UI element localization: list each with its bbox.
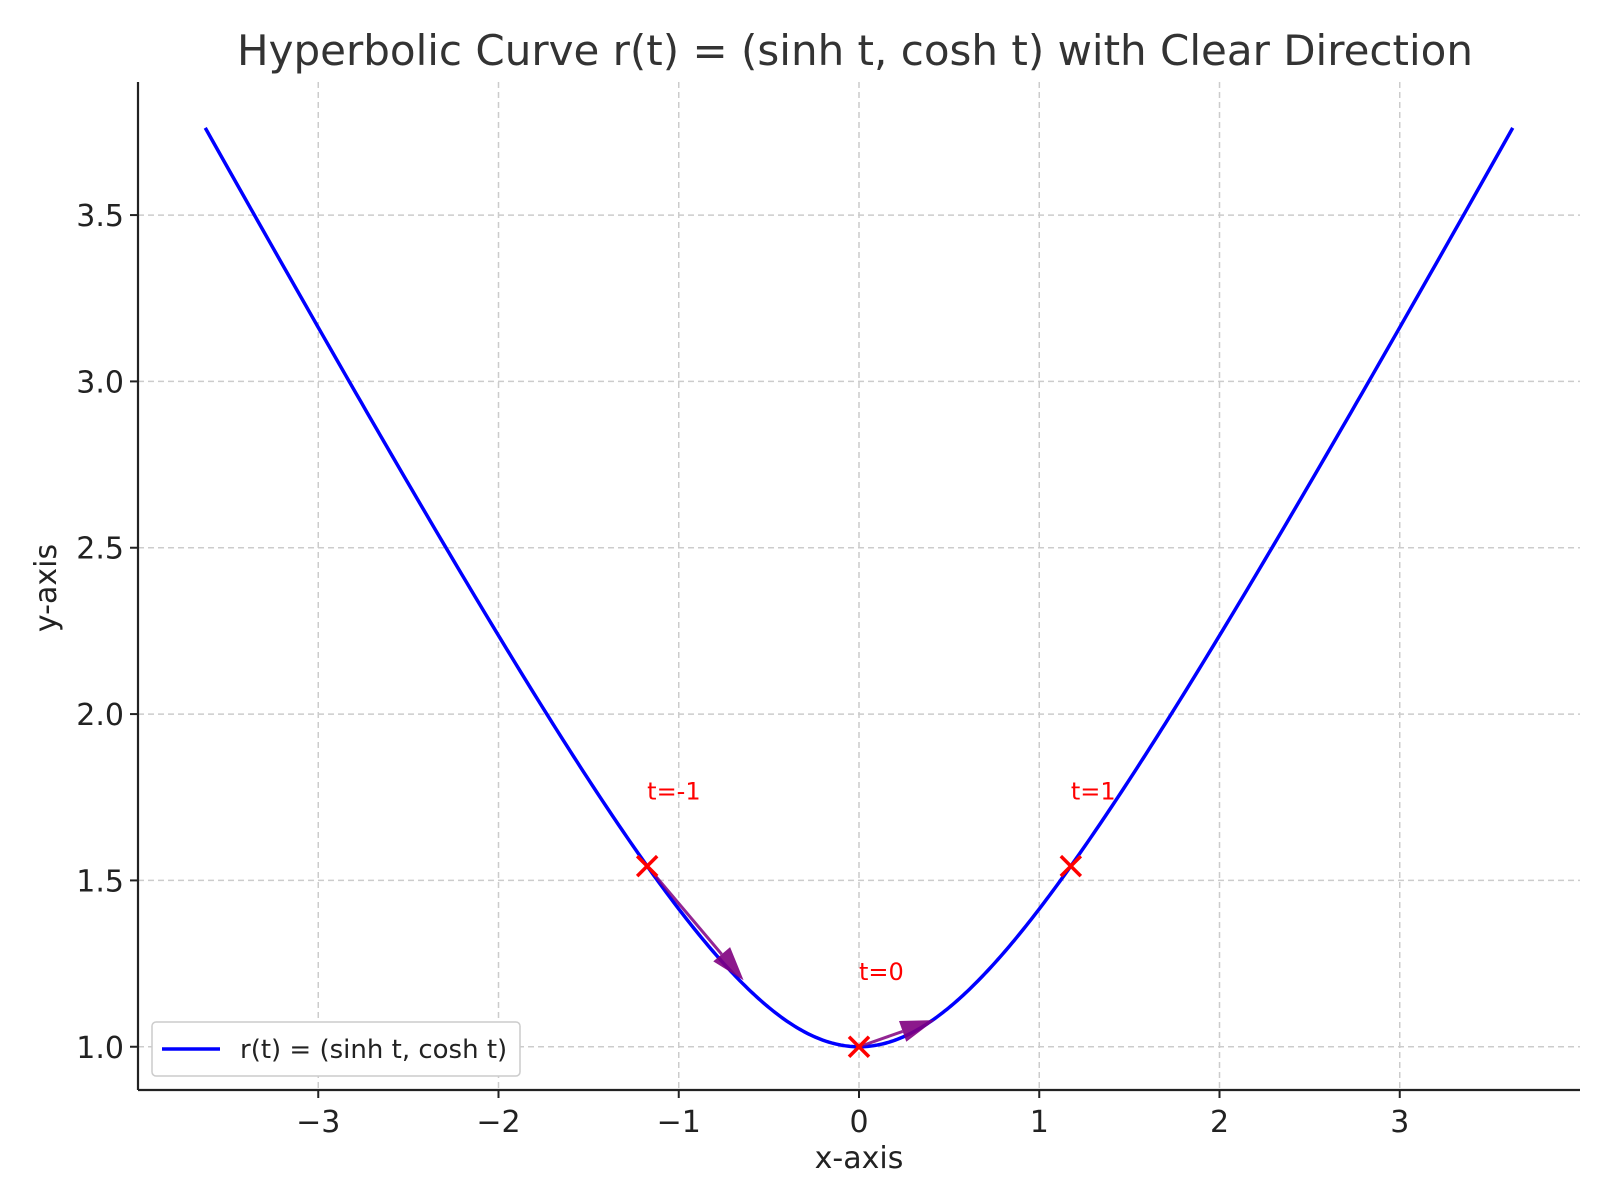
legend-label: r(t) = (sinh t, cosh t) bbox=[240, 1035, 507, 1065]
y-tick-label: 1.5 bbox=[76, 864, 124, 899]
marker-label: t=0 bbox=[859, 958, 904, 986]
y-axis-label: y-axis bbox=[29, 544, 64, 632]
y-tick-label: 3.0 bbox=[76, 365, 124, 400]
direction-arrow bbox=[646, 865, 744, 981]
direction-arrows bbox=[646, 865, 935, 1049]
chart-title: Hyperbolic Curve r(t) = (sinh t, cosh t)… bbox=[237, 26, 1473, 75]
markers: t=-1 t=0 t=1 bbox=[635, 778, 1116, 1058]
marker-t=1 bbox=[1059, 854, 1083, 878]
x-tick-label: 0 bbox=[849, 1105, 868, 1140]
x-axis-label: x-axis bbox=[815, 1141, 904, 1176]
y-tick-label: 2.0 bbox=[76, 698, 124, 733]
marker-label: t=1 bbox=[1071, 778, 1116, 806]
marker-t=-1 bbox=[635, 854, 659, 878]
marker-label: t=-1 bbox=[647, 778, 700, 806]
marker-t=0 bbox=[847, 1035, 871, 1058]
x-tick-label: −3 bbox=[296, 1105, 340, 1140]
y-tick-label: 2.5 bbox=[76, 532, 124, 567]
x-tick-label: 1 bbox=[1030, 1105, 1049, 1140]
x-tick-label: −1 bbox=[657, 1105, 701, 1140]
y-tick-label: 3.5 bbox=[76, 199, 124, 234]
grid bbox=[138, 82, 1580, 1090]
direction-arrow bbox=[858, 1020, 935, 1049]
legend: r(t) = (sinh t, cosh t) bbox=[151, 1021, 521, 1077]
x-tick-label: 2 bbox=[1210, 1105, 1229, 1140]
y-tick-label: 1.0 bbox=[76, 1031, 124, 1066]
ticks: −3 −2 −1 0 1 2 3 1.0 1.5 2.0 2.5 3.0 3.5 bbox=[76, 199, 1409, 1140]
x-tick-label: −2 bbox=[476, 1105, 520, 1140]
legend-box bbox=[151, 1021, 521, 1077]
x-tick-label: 3 bbox=[1390, 1105, 1409, 1140]
